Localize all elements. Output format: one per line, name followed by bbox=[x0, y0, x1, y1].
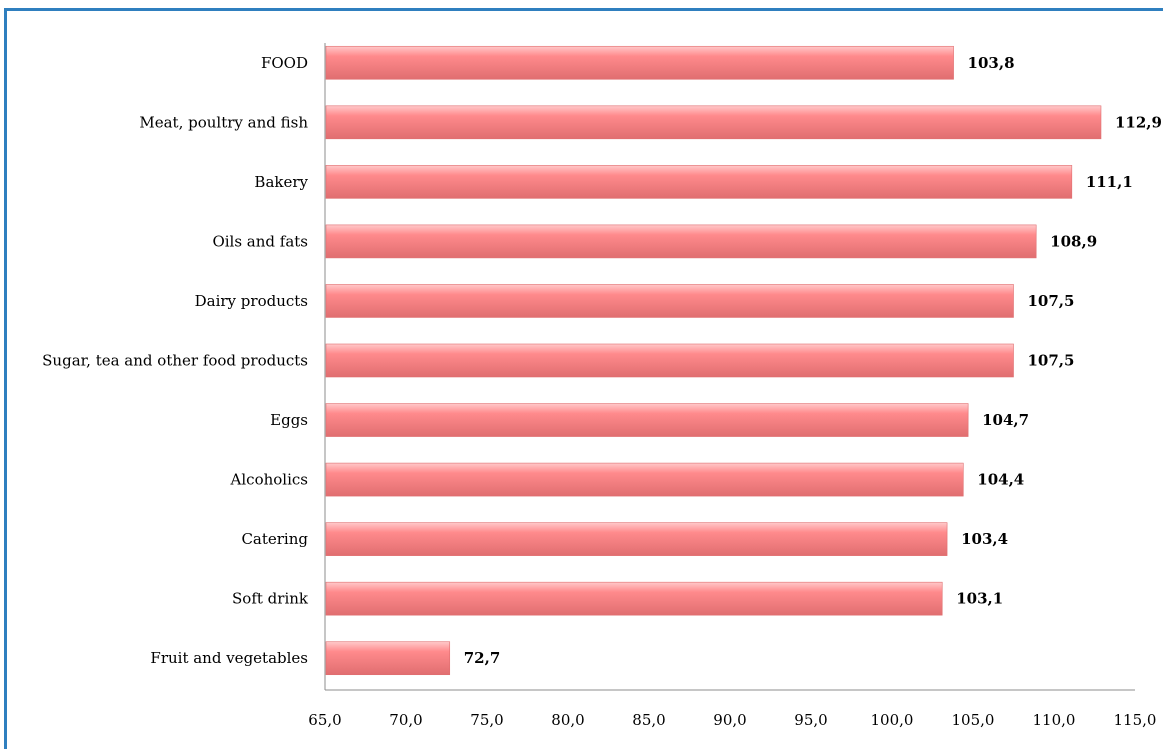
axes bbox=[324, 43, 1135, 691]
x-tick-label: 95,0 bbox=[794, 711, 827, 729]
value-label: 103,1 bbox=[956, 590, 1003, 608]
x-tick-label: 65,0 bbox=[308, 711, 341, 729]
category-label: Sugar, tea and other food products bbox=[42, 352, 308, 370]
category-label: Eggs bbox=[270, 411, 308, 429]
category-label: Alcoholics bbox=[230, 471, 308, 489]
bars-group bbox=[325, 45, 1102, 676]
x-tick-label: 70,0 bbox=[389, 711, 422, 729]
category-label: Catering bbox=[241, 530, 308, 548]
x-tick-label: 100,0 bbox=[871, 711, 914, 729]
category-label: FOOD bbox=[261, 54, 308, 72]
value-label: 103,4 bbox=[961, 530, 1008, 548]
category-label: Fruit and vegetables bbox=[150, 649, 308, 667]
category-label: Soft drink bbox=[232, 590, 309, 608]
bar bbox=[325, 284, 1014, 318]
x-tick-label: 85,0 bbox=[632, 711, 665, 729]
value-label: 107,5 bbox=[1028, 292, 1075, 310]
category-labels: FOOD Meat, poultry and fish Bakery Oils and… bbox=[42, 54, 309, 667]
bar bbox=[325, 403, 969, 437]
chart-frame: FOOD Meat, poultry and fish Bakery Oils and… bbox=[4, 8, 1163, 749]
x-tick-label: 105,0 bbox=[952, 711, 995, 729]
bar bbox=[325, 224, 1037, 259]
bar bbox=[325, 343, 1014, 378]
bar-chart: FOOD Meat, poultry and fish Bakery Oils and… bbox=[42, 43, 1162, 729]
value-label: 108,9 bbox=[1050, 232, 1097, 250]
x-tick-label: 80,0 bbox=[551, 711, 584, 729]
value-labels: 103,8 112,9 111,1 108,9 107,5 107,5 104,7 104,4… bbox=[464, 54, 1162, 667]
value-label: 103,8 bbox=[968, 54, 1015, 72]
value-label: 107,5 bbox=[1028, 352, 1075, 370]
bar bbox=[325, 45, 954, 80]
category-label: Dairy products bbox=[195, 292, 308, 310]
bar bbox=[325, 462, 964, 497]
category-label: Oils and fats bbox=[212, 232, 308, 250]
x-tick-label: 110,0 bbox=[1033, 711, 1076, 729]
tick-labels: 65,0 70,0 75,0 80,0 85,0 90,0 95,0 100,0 105,0 11… bbox=[308, 711, 1156, 729]
category-label: Bakery bbox=[254, 173, 308, 191]
bar bbox=[325, 581, 943, 616]
value-label: 111,1 bbox=[1086, 173, 1133, 191]
x-tick-label: 75,0 bbox=[470, 711, 503, 729]
bar bbox=[325, 105, 1102, 140]
x-tick-label: 90,0 bbox=[713, 711, 746, 729]
value-label: 104,7 bbox=[982, 411, 1029, 429]
bar bbox=[325, 641, 451, 676]
bar bbox=[325, 522, 948, 556]
category-label: Meat, poultry and fish bbox=[139, 113, 308, 131]
value-label: 72,7 bbox=[464, 649, 501, 667]
x-tick-label: 115,0 bbox=[1114, 711, 1157, 729]
bar bbox=[325, 165, 1073, 199]
value-label: 104,4 bbox=[977, 471, 1024, 489]
value-label: 112,9 bbox=[1115, 113, 1162, 131]
